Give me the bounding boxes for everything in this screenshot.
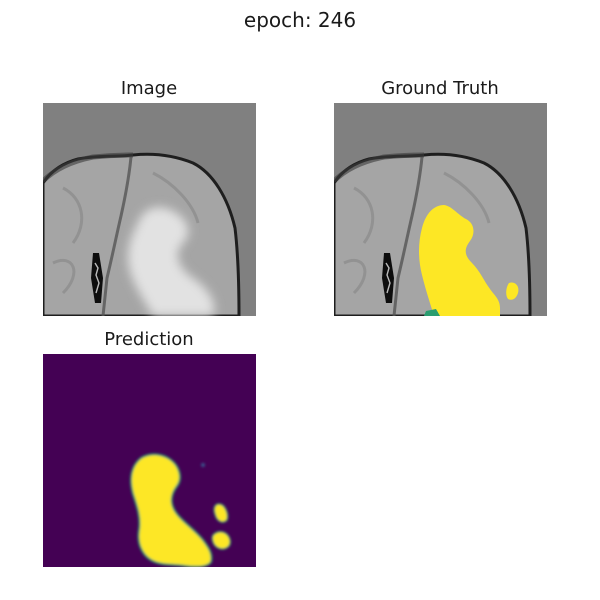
prediction-panel (43, 354, 256, 567)
image-panel-title: Image (120, 78, 178, 99)
ground-truth-image (334, 103, 547, 316)
prediction-image (43, 354, 256, 567)
figure-title: epoch: 246 (243, 8, 357, 32)
prediction-mask (130, 453, 213, 567)
mri-image (43, 103, 256, 316)
ground-truth-mask (419, 205, 500, 316)
prediction-panel-title: Prediction (104, 329, 194, 350)
ground-truth-panel (334, 103, 547, 316)
ground-truth-panel-title: Ground Truth (381, 78, 499, 99)
lesion-region (128, 207, 215, 316)
image-panel (43, 103, 256, 316)
midline-fissure (101, 156, 133, 316)
